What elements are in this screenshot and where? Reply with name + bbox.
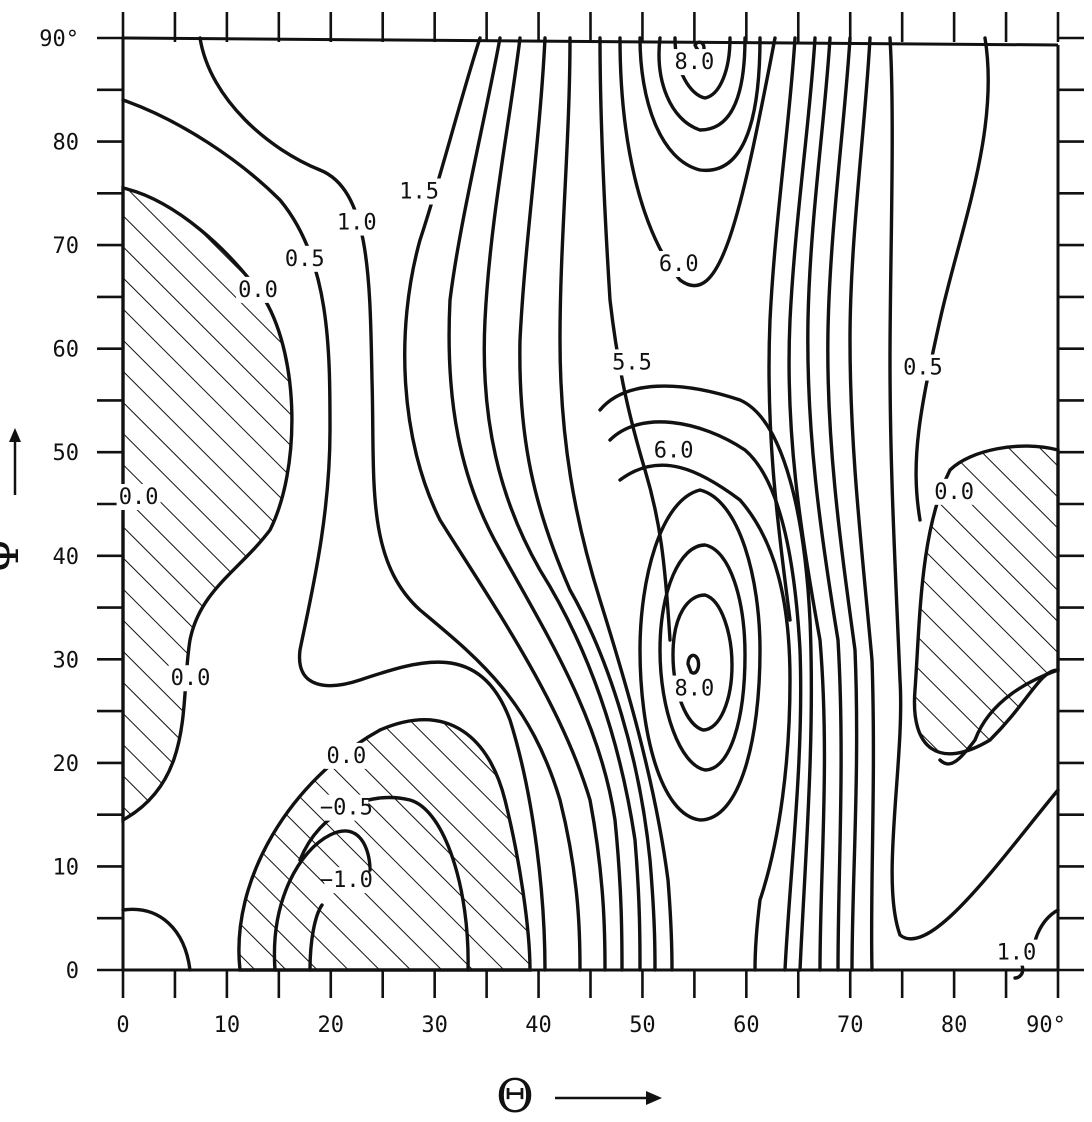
contour-line <box>608 420 803 972</box>
contour-label-background <box>334 209 379 236</box>
hatched-region-right <box>912 444 1060 756</box>
contour-label: 0.0 <box>238 278 278 303</box>
contour-label: 1.5 <box>399 180 439 205</box>
x-tick-label: 20 <box>318 1013 345 1038</box>
contour-label-background <box>324 867 369 894</box>
contour-label-background <box>324 794 369 821</box>
y-tick-label: 80 <box>53 131 80 156</box>
contour-line <box>806 36 843 972</box>
contour-line <box>638 488 762 822</box>
y-tick-label: 70 <box>53 234 80 259</box>
contour-line <box>767 36 797 622</box>
contour-label-background <box>610 349 655 376</box>
contour-label-background <box>672 675 717 702</box>
contour-line <box>198 36 582 972</box>
x-tick-label: 50 <box>629 1013 656 1038</box>
contour-label: 1.0 <box>997 941 1037 966</box>
contour-label: −1.0 <box>320 868 373 893</box>
contour-label: 0.0 <box>171 666 211 691</box>
contour-label-background <box>651 437 696 464</box>
x-axis-title: Θ <box>496 1069 534 1122</box>
y-tick-label: 90° <box>39 27 79 52</box>
hatched-region-left-upper <box>121 185 294 823</box>
contour-line <box>518 36 657 972</box>
axis-tick-labels: 0 10 20 30 40 50 60 70 80 90° 0 10 20 30 40 50 60 70 80 90° <box>39 27 1066 1038</box>
y-tick-label: 0 <box>66 959 79 984</box>
y-tick-label: 60 <box>53 338 80 363</box>
axis-ticks <box>97 12 1084 998</box>
contour-line <box>598 36 672 642</box>
contour-label: 8.0 <box>675 677 715 702</box>
x-tick-label: 40 <box>525 1013 552 1038</box>
negative-value-regions <box>121 185 1060 972</box>
contour-line <box>618 463 792 972</box>
contour-label-background <box>900 354 945 381</box>
y-tick-label: 50 <box>53 441 80 466</box>
contour-label-background <box>324 742 369 769</box>
contour-line <box>558 36 674 972</box>
x-axis-arrowhead <box>646 1091 662 1105</box>
y-axis-arrowhead <box>9 428 21 442</box>
contour-line <box>308 903 324 972</box>
contour-line <box>938 668 1060 766</box>
y-tick-label: 20 <box>53 752 80 777</box>
contour-line <box>914 36 990 522</box>
hatched-region-bottom-center <box>237 718 532 972</box>
contour-line <box>671 593 734 732</box>
contour-label-background <box>168 665 213 692</box>
contour-line <box>482 36 642 972</box>
contour-line <box>787 36 827 972</box>
y-tick-label: 10 <box>53 855 80 880</box>
contour-label-background <box>932 478 977 505</box>
contour-label: 0.0 <box>934 480 974 505</box>
contour-line <box>1013 963 1025 980</box>
contour-line <box>121 907 192 972</box>
contour-label-background <box>282 245 327 272</box>
contour-label: 1.0 <box>337 211 377 236</box>
contour-line <box>638 36 762 173</box>
contour-line <box>826 36 859 972</box>
contour-label-background <box>656 251 701 277</box>
contour-label: 0.5 <box>903 356 943 381</box>
y-axis-title: Ψ <box>0 536 29 576</box>
contour-line <box>618 36 777 288</box>
contour-line <box>848 36 876 972</box>
x-tick-label: 0 <box>116 1013 129 1038</box>
x-tick-label: 90° <box>1026 1013 1066 1038</box>
x-tick-label: 10 <box>214 1013 241 1038</box>
contour-label: 6.0 <box>659 252 699 277</box>
contour-label: 0.0 <box>326 744 366 769</box>
contour-label: 8.0 <box>675 50 715 75</box>
x-tick-label: 60 <box>733 1013 760 1038</box>
contour-line <box>447 36 624 972</box>
contour-label-background <box>994 939 1039 966</box>
x-tick-label: 70 <box>837 1013 864 1038</box>
contour-line <box>657 36 747 132</box>
contour-label: 5.5 <box>612 350 652 375</box>
contour-label: 6.0 <box>654 438 694 463</box>
contour-line <box>888 36 1060 941</box>
x-tick-label: 80 <box>941 1013 968 1038</box>
contour-value-labels: 0.0 0.0 0.0 0.5 1.0 1.5 0.0 −0.5 −1.0 8.0 6.0 5.5 6.… <box>116 49 1039 966</box>
contour-line <box>121 98 547 972</box>
contour-label: 0.0 <box>119 485 159 510</box>
contour-line <box>686 653 701 675</box>
contour-line <box>272 829 372 972</box>
y-tick-label: 30 <box>53 648 80 673</box>
contour-line <box>658 543 747 772</box>
contour-label-background <box>236 276 281 303</box>
contour-label: −0.5 <box>320 796 373 821</box>
x-tick-label: 30 <box>421 1013 448 1038</box>
contour-label-background <box>397 178 442 205</box>
y-tick-label: 40 <box>53 545 80 570</box>
contour-label: 0.5 <box>285 247 325 272</box>
contour-label-background <box>672 49 717 76</box>
contour-label-background <box>116 484 161 510</box>
